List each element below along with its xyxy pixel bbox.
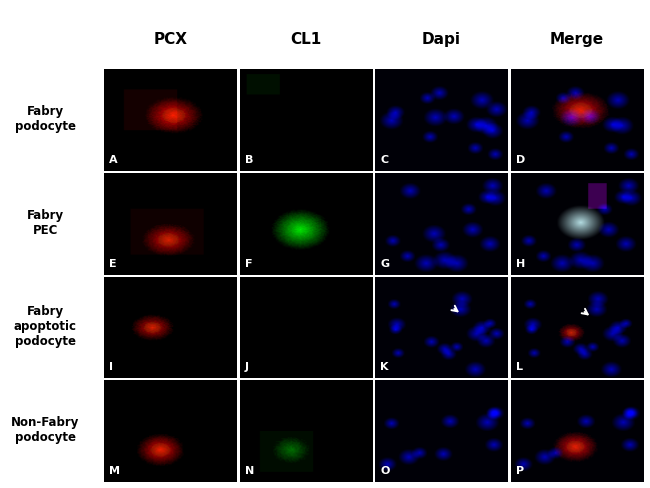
Text: A: A [109,155,118,165]
Text: Fabry
podocyte: Fabry podocyte [15,105,75,133]
Text: O: O [380,466,390,476]
Text: H: H [516,259,525,268]
Text: F: F [245,259,252,268]
Text: Merge: Merge [550,32,604,46]
Text: CL1: CL1 [291,32,322,46]
Text: PCX: PCX [153,32,187,46]
Text: C: C [380,155,389,165]
Text: K: K [380,362,389,372]
Text: I: I [109,362,113,372]
Text: G: G [380,259,389,268]
Text: P: P [516,466,524,476]
Text: M: M [109,466,120,476]
Text: Fabry
apoptotic
podocyte: Fabry apoptotic podocyte [14,305,77,348]
Text: Non-Fabry
podocyte: Non-Fabry podocyte [11,416,79,444]
Text: B: B [245,155,254,165]
Text: D: D [516,155,525,165]
Text: N: N [245,466,254,476]
Text: Dapi: Dapi [422,32,461,46]
Text: E: E [109,259,117,268]
Text: J: J [245,362,249,372]
Text: L: L [516,362,523,372]
Text: Fabry
PEC: Fabry PEC [27,209,64,237]
